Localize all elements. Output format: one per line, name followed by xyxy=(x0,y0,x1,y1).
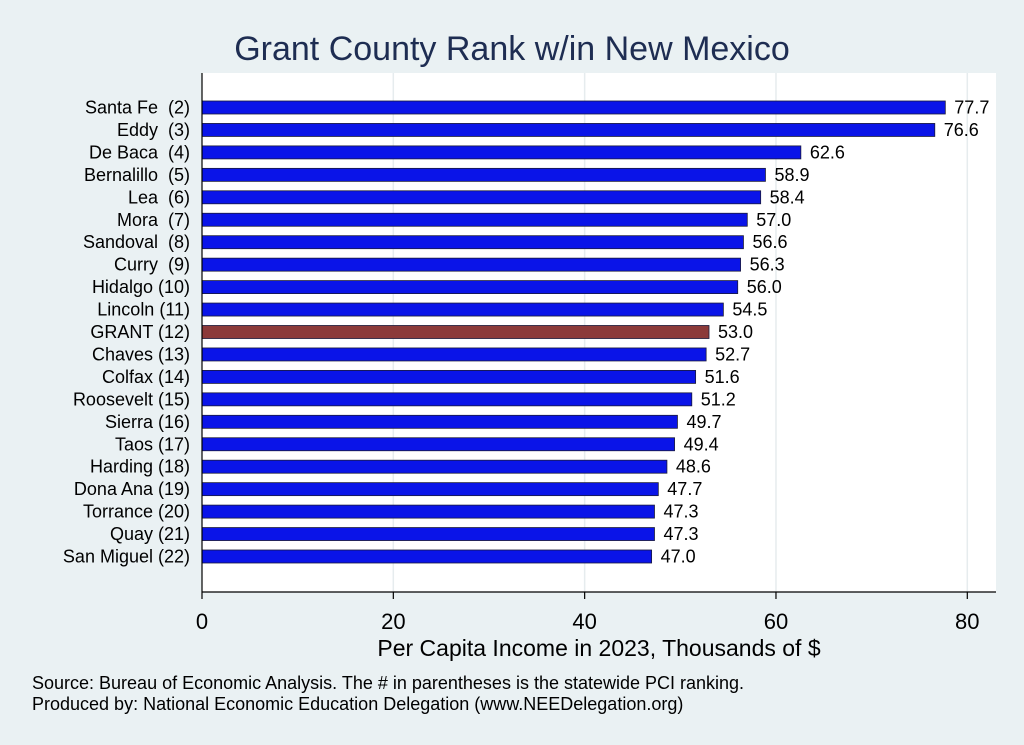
category-labels: Santa Fe (2)Eddy (3)De Baca (4) Bernalill… xyxy=(63,98,190,567)
value-label: 58.4 xyxy=(770,187,805,207)
bar xyxy=(201,100,946,115)
value-label: 47.7 xyxy=(667,479,702,499)
category-label: Quay (21) xyxy=(110,524,190,544)
category-label: San Miguel (22) xyxy=(63,547,190,567)
bar xyxy=(201,549,653,564)
category-label: Torrance (20) xyxy=(83,502,190,522)
value-label: 62.6 xyxy=(810,142,845,162)
category-label: Eddy (3) xyxy=(117,120,190,140)
bar xyxy=(201,280,739,295)
category-label: Bernalillo (5) xyxy=(84,165,190,185)
value-label: 51.6 xyxy=(705,367,740,387)
value-label: 57.0 xyxy=(756,210,791,230)
bar xyxy=(201,123,936,137)
category-label: Lea (6) xyxy=(128,187,190,207)
category-label: Harding (18) xyxy=(90,457,190,477)
value-label: 51.2 xyxy=(701,389,736,409)
bar xyxy=(201,369,697,384)
bar xyxy=(201,190,762,205)
category-label: De Baca (4) xyxy=(89,142,190,162)
bar xyxy=(201,437,675,452)
x-tick-label: 80 xyxy=(955,609,979,634)
produced-by-note: Produced by: National Economic Education… xyxy=(32,694,683,714)
bar xyxy=(201,347,707,362)
x-axis-ticks: 0 20 40 60 80 xyxy=(196,592,980,634)
category-label: Dona Ana (19) xyxy=(74,479,190,499)
bar xyxy=(201,257,741,272)
bar xyxy=(201,302,724,317)
bar xyxy=(201,414,678,429)
category-label: Sandoval (8) xyxy=(83,232,190,252)
category-label: Hidalgo (10) xyxy=(92,277,190,297)
value-label: 47.0 xyxy=(661,547,696,567)
category-label: Lincoln (11) xyxy=(97,300,190,320)
x-tick-label: 0 xyxy=(196,609,208,634)
value-label: 49.7 xyxy=(686,412,721,432)
category-label: Taos (17) xyxy=(115,434,190,454)
bars xyxy=(201,100,946,564)
category-label: GRANT (12) xyxy=(90,322,190,342)
x-tick-label: 60 xyxy=(764,609,788,634)
value-label: 76.6 xyxy=(944,120,979,140)
value-label: 52.7 xyxy=(715,344,750,364)
bar xyxy=(201,504,655,519)
category-label: Chaves (13) xyxy=(92,344,190,364)
chart-title: Grant County Rank w/in New Mexico xyxy=(234,30,790,68)
bar xyxy=(201,235,744,250)
category-label: Colfax (14) xyxy=(102,367,190,387)
value-label: 54.5 xyxy=(732,300,767,320)
bar xyxy=(201,392,693,407)
bar xyxy=(201,167,766,182)
bar xyxy=(201,482,659,497)
category-label: Santa Fe (2) xyxy=(85,98,190,118)
value-label: 53.0 xyxy=(718,322,753,342)
bar xyxy=(201,527,655,541)
bar xyxy=(201,145,802,160)
value-label: 77.7 xyxy=(954,98,989,118)
category-label: Mora (7) xyxy=(117,210,190,230)
value-label: 58.9 xyxy=(774,165,809,185)
value-labels: 77.776.6 62.658.958.4 57.056.6 56.356.0 54.5… xyxy=(661,98,990,567)
source-note: Source: Bureau of Economic Analysis. The… xyxy=(32,673,744,693)
category-label: Curry (9) xyxy=(114,255,190,275)
value-label: 47.3 xyxy=(663,524,698,544)
value-label: 49.4 xyxy=(684,434,719,454)
x-axis-label: Per Capita Income in 2023, Thousands of … xyxy=(377,635,820,661)
x-tick-label: 20 xyxy=(381,609,405,634)
value-label: 56.6 xyxy=(752,232,787,252)
value-label: 48.6 xyxy=(676,457,711,477)
category-label: Sierra (16) xyxy=(105,412,190,432)
value-label: 56.3 xyxy=(750,255,785,275)
bar-highlight xyxy=(201,325,710,339)
x-tick-label: 40 xyxy=(572,609,596,634)
bar xyxy=(201,459,668,474)
value-label: 47.3 xyxy=(663,502,698,522)
value-label: 56.0 xyxy=(747,277,782,297)
bar xyxy=(201,212,748,227)
category-label: Roosevelt (15) xyxy=(73,389,190,409)
